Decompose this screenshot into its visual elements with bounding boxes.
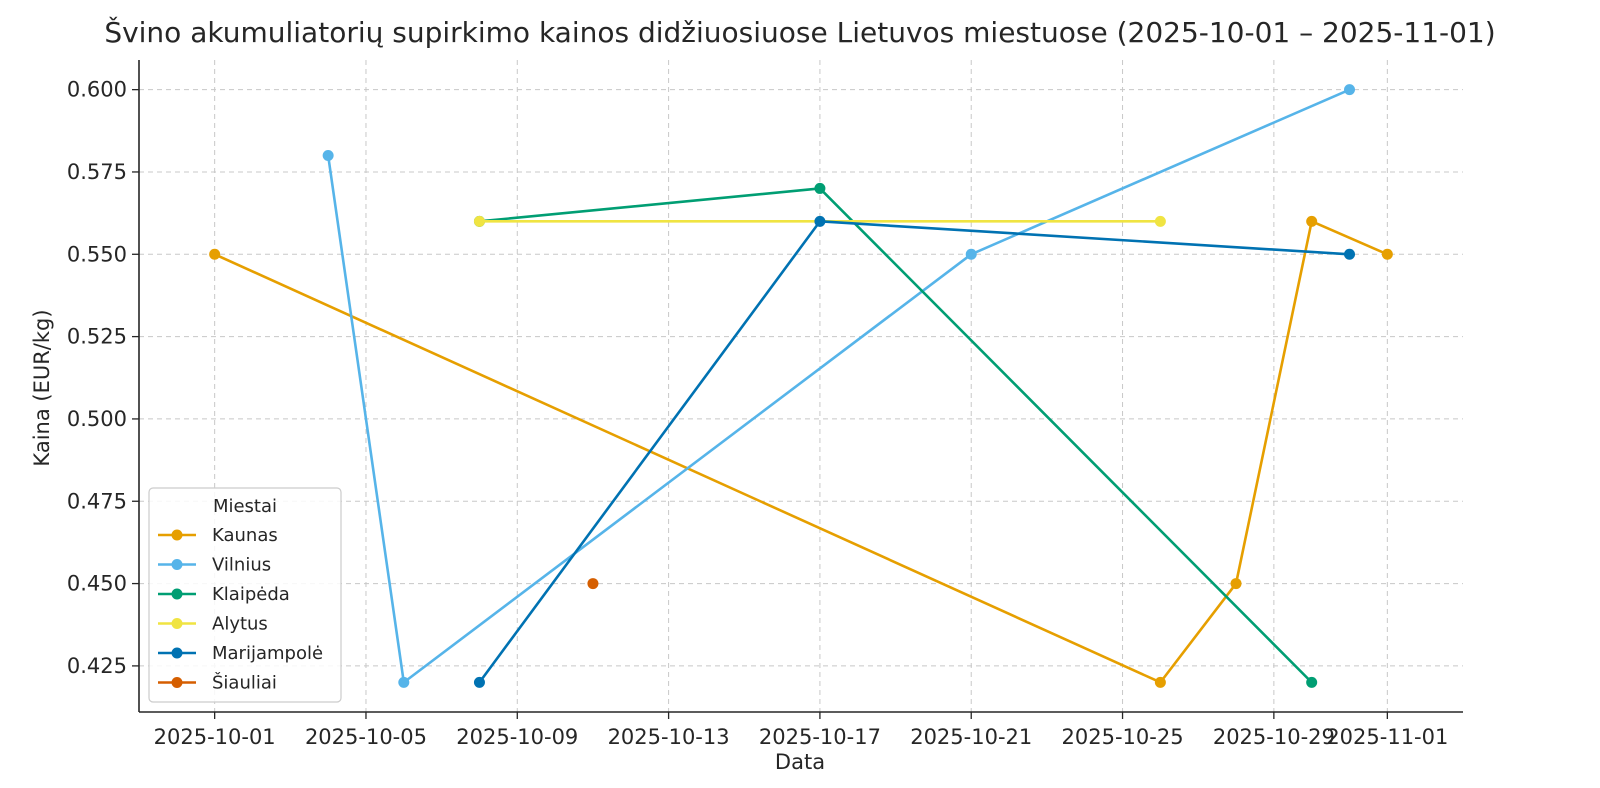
y-tick-label: 0.525 [67, 325, 127, 349]
x-tick-label: 2025-11-01 [1326, 725, 1448, 749]
legend-entry-klaipeda: Klaipėda [158, 584, 290, 605]
y-tick-label: 0.600 [67, 78, 127, 102]
axes-layer [138, 60, 1463, 713]
series-line-kaunas [214, 220, 1388, 684]
x-tick-label: 2025-10-09 [456, 725, 578, 749]
series-kaunas [209, 215, 1393, 688]
data-point-klaipeda [814, 182, 826, 194]
x-tick-label: 2025-10-01 [154, 725, 276, 749]
data-point-marijampole [473, 676, 485, 688]
legend-marker [171, 677, 183, 688]
ticks-layer: 2025-10-01 2025-10-05 2025-10-09 2025-10-13… [67, 78, 1448, 749]
series-siauliai [587, 578, 599, 590]
series-marijampole [473, 215, 1356, 688]
series-klaipeda [473, 182, 1318, 688]
series-vilnius [322, 84, 1356, 688]
series-line-vilnius [326, 88, 1351, 684]
legend-entry-vilnius: Vilnius [158, 555, 271, 576]
data-point-marijampole [814, 215, 826, 227]
data-point-vilnius [398, 676, 410, 688]
data-point-kaunas [1306, 215, 1318, 227]
legend-label: Alytus [212, 614, 268, 635]
legend-label: Vilnius [212, 555, 271, 576]
x-tick-label: 2025-10-21 [910, 725, 1032, 749]
series-line-klaipeda [479, 187, 1313, 684]
legend-title: Miestai [213, 496, 277, 517]
y-tick-label: 0.425 [67, 654, 127, 678]
y-tick-label: 0.475 [67, 489, 127, 513]
legend-marker [171, 647, 183, 659]
data-point-kaunas [1230, 578, 1242, 590]
series-line-marijampole [478, 220, 1350, 684]
data-point-marijampole [1344, 248, 1356, 260]
y-axis-label: Kaina (EUR/kg) [30, 309, 54, 466]
grid-layer [139, 60, 1463, 712]
legend-entries: Kaunas Vilnius Klaipėda Alytus Marijampolė Ši… [158, 525, 323, 694]
legend-label: Marijampolė [212, 643, 323, 664]
legend-marker [171, 588, 183, 600]
chart-title: Švino akumuliatorių supirkimo kainos did… [104, 15, 1495, 49]
legend-label: Klaipėda [212, 584, 290, 605]
legend-entry-alytus: Alytus [158, 614, 268, 635]
data-point-kaunas [1381, 248, 1393, 260]
legend-entry-siauliai: Šiauliai [158, 672, 277, 694]
x-axis-label: Data [775, 750, 825, 774]
data-point-alytus [1154, 215, 1166, 227]
data-point-siauliai [587, 578, 599, 590]
data-point-klaipeda [1306, 676, 1318, 688]
legend: Miestai Kaunas Vilnius Klaipėda Alytus Marij… [148, 487, 342, 703]
data-point-kaunas [209, 248, 221, 260]
legend-marker [171, 618, 183, 629]
x-tick-label: 2025-10-25 [1062, 725, 1184, 749]
legend-label: Šiauliai [212, 672, 277, 694]
y-tick-label: 0.575 [67, 160, 127, 184]
x-tick-label: 2025-10-13 [608, 725, 730, 749]
y-tick-label: 0.450 [67, 572, 127, 596]
legend-label: Kaunas [212, 525, 278, 546]
legend-entry-kaunas: Kaunas [158, 525, 278, 546]
series-layer [209, 84, 1393, 688]
y-tick-label: 0.550 [67, 242, 127, 266]
legend-marker [171, 529, 183, 541]
x-tick-label: 2025-10-17 [759, 725, 881, 749]
data-point-kaunas [1154, 676, 1166, 688]
legend-box [148, 487, 342, 703]
data-point-vilnius [322, 149, 334, 161]
y-tick-label: 0.500 [67, 407, 127, 431]
data-point-vilnius [1344, 84, 1356, 96]
data-point-alytus [473, 215, 485, 227]
x-tick-label: 2025-10-05 [305, 725, 427, 749]
legend-marker [171, 559, 183, 570]
legend-entry-marijampole: Marijampolė [158, 643, 323, 664]
x-tick-label: 2025-10-29 [1213, 725, 1335, 749]
data-point-vilnius [965, 248, 977, 260]
